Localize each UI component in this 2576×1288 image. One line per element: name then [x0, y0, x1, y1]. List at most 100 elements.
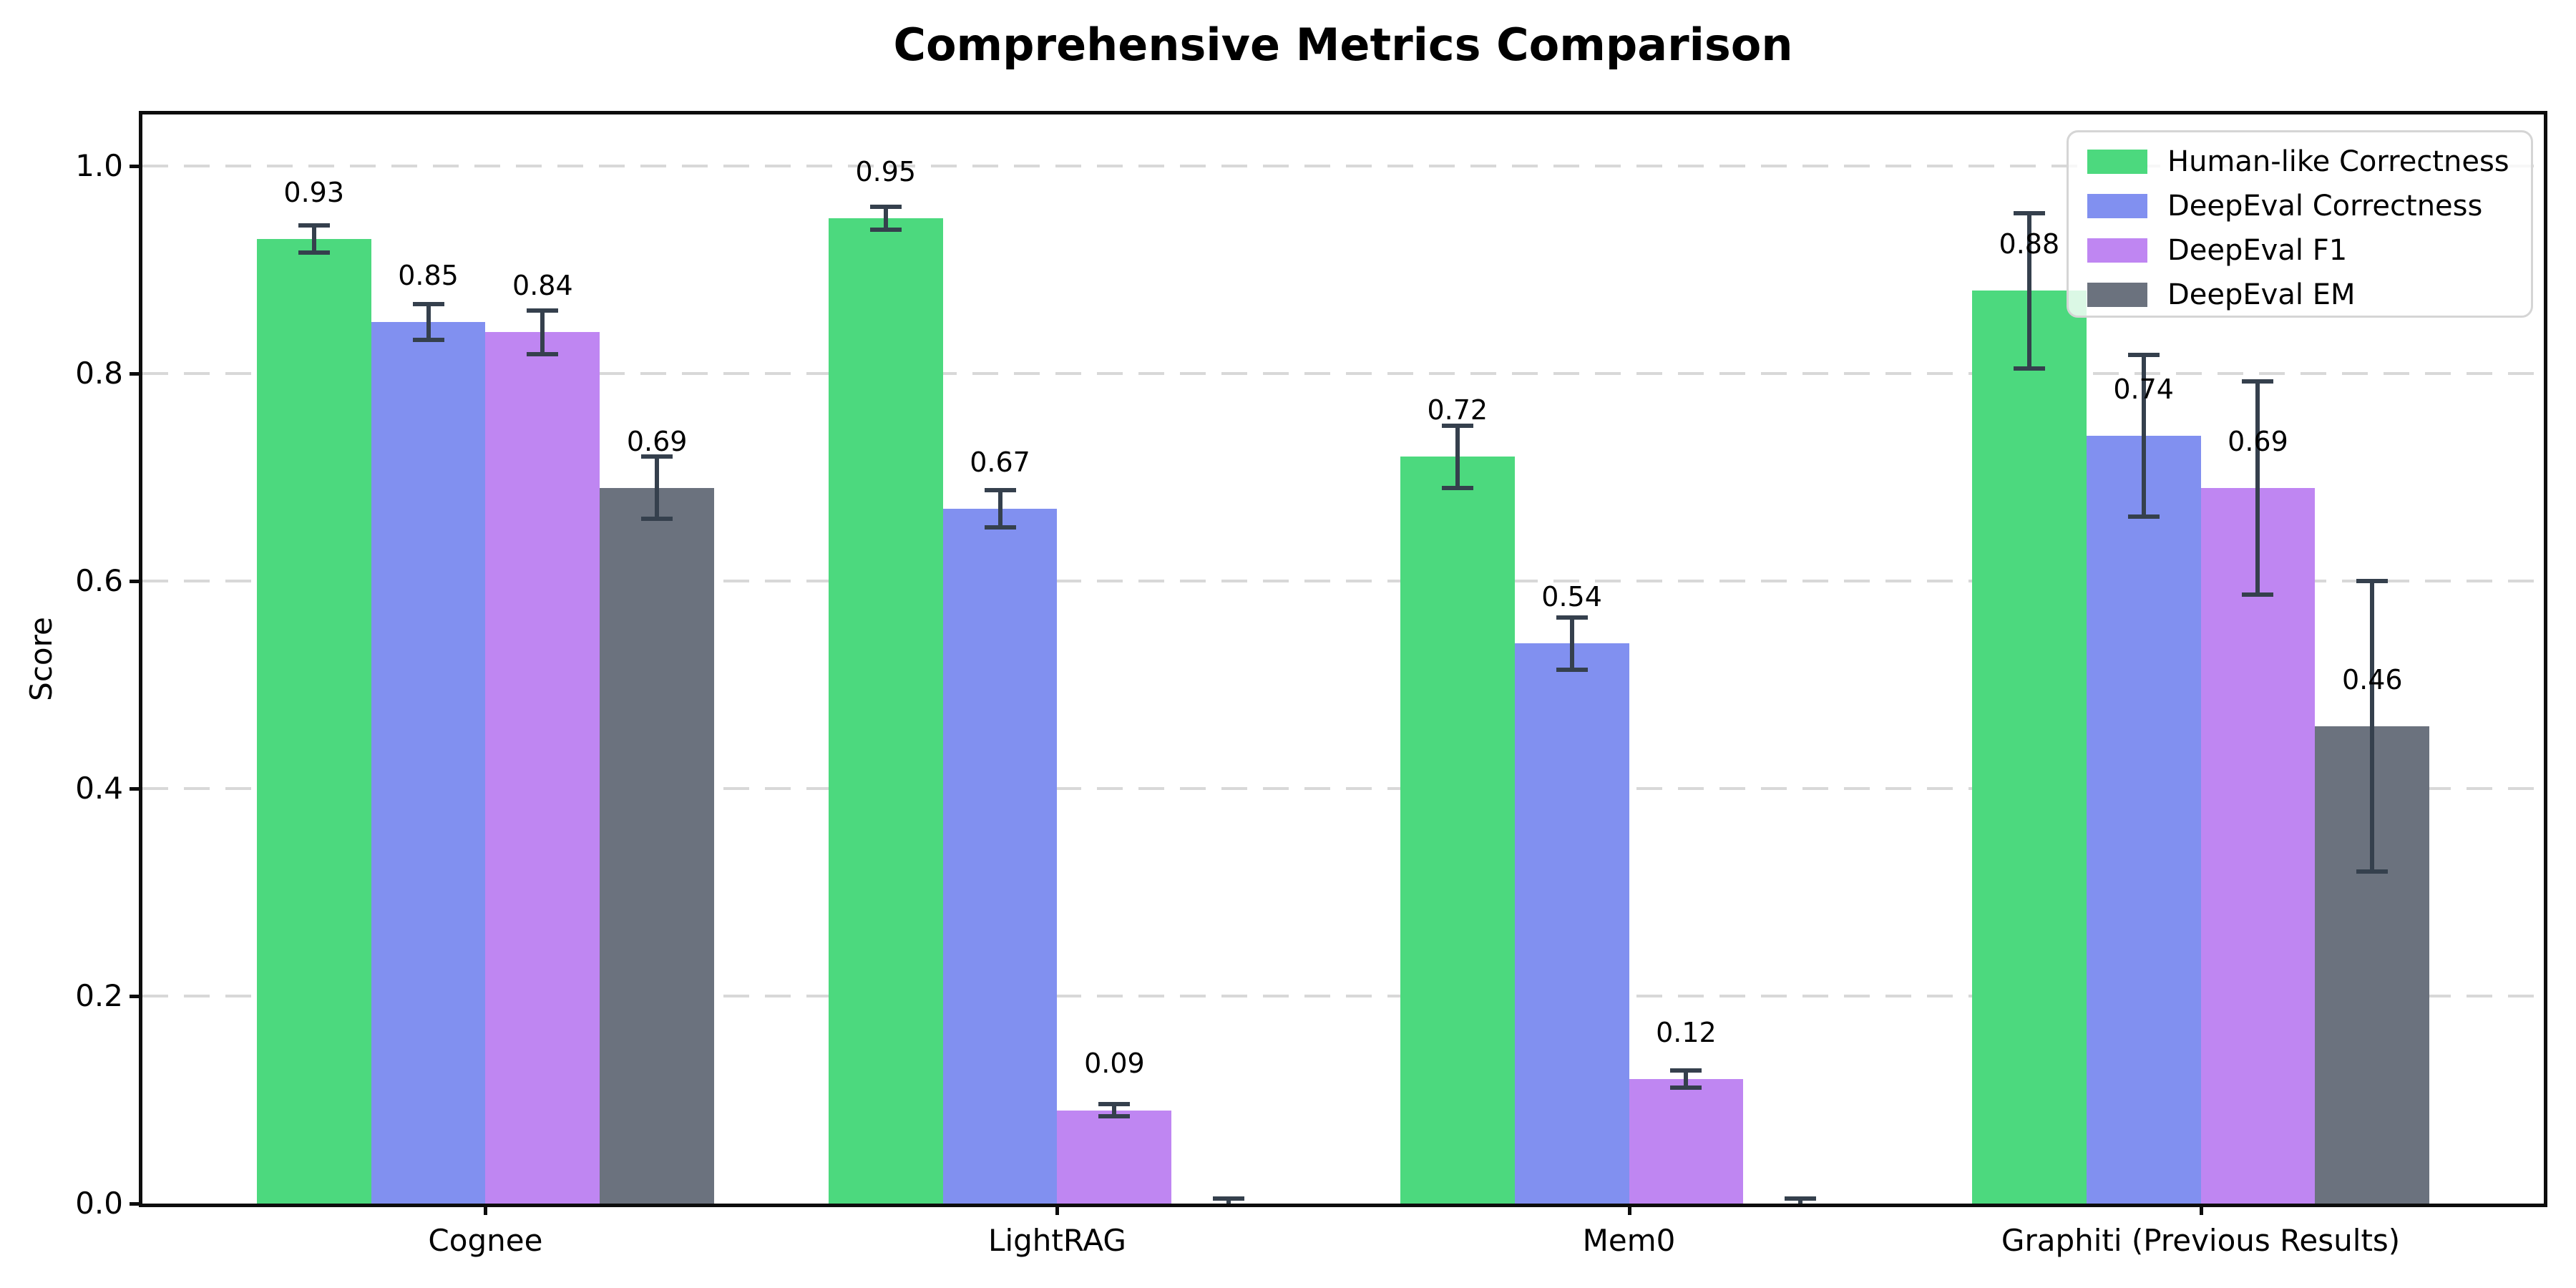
- bar-deepeval-f1: [1057, 1110, 1172, 1204]
- error-bar-cap-top: [1441, 423, 1473, 428]
- error-bar: [1684, 1070, 1689, 1088]
- error-bar-cap-top: [869, 205, 902, 210]
- bar-deepeval-correctness: [942, 508, 1058, 1204]
- bar-value-label: 0.46: [2341, 663, 2403, 696]
- error-bar-cap-top: [1670, 1068, 1702, 1073]
- y-tick-mark: [130, 372, 142, 376]
- legend-item: DeepEval EM: [2069, 273, 2531, 317]
- error-bar-cap-top: [2242, 379, 2274, 384]
- chart-title: Comprehensive Metrics Comparison: [893, 19, 1793, 71]
- y-tick-mark: [130, 787, 142, 791]
- error-bar-cap-top: [1098, 1101, 1131, 1106]
- y-tick-label: 0.8: [75, 356, 123, 391]
- y-tick-label: 0.6: [75, 563, 123, 599]
- error-bar-cap-top: [2127, 353, 2160, 358]
- error-bar-cap-bottom: [2356, 869, 2389, 874]
- error-bar-cap-top: [984, 487, 1016, 492]
- bar-value-label: 0.95: [855, 155, 917, 187]
- error-bar-cap-bottom: [1556, 667, 1588, 672]
- error-bar: [2255, 381, 2260, 595]
- error-bar: [1112, 1103, 1117, 1117]
- error-bar: [2370, 581, 2375, 872]
- legend: Human-like Correctness DeepEval Correctne…: [2067, 130, 2533, 318]
- bar-human-like-correctness: [828, 218, 943, 1204]
- legend-swatch: [2087, 150, 2147, 174]
- gridline: [142, 580, 2544, 583]
- legend-item: DeepEval F1: [2069, 228, 2531, 273]
- error-bar: [1455, 425, 1460, 488]
- bar-value-label: 0.74: [2113, 374, 2174, 406]
- x-tick-mark: [484, 1204, 488, 1215]
- y-tick-mark: [130, 1202, 142, 1206]
- x-tick-label: Graphiti (Previous Results): [2001, 1223, 2401, 1258]
- error-bar-cap-bottom: [2127, 514, 2160, 519]
- y-tick-mark: [130, 580, 142, 584]
- legend-swatch: [2087, 283, 2147, 307]
- error-bar-cap-bottom: [1441, 485, 1473, 490]
- error-bar-cap-bottom: [641, 517, 673, 522]
- y-tick-label: 1.0: [75, 148, 123, 184]
- legend-item: Human-like Correctness: [2069, 140, 2531, 184]
- legend-item: DeepEval Correctness: [2069, 184, 2531, 228]
- error-bar: [540, 310, 545, 354]
- x-tick-label: LightRAG: [988, 1223, 1126, 1258]
- bar-human-like-correctness: [1400, 457, 1515, 1204]
- x-tick-mark: [2199, 1204, 2203, 1215]
- bar-deepeval-correctness: [2086, 436, 2201, 1204]
- bar-value-label: 0.72: [1427, 394, 1488, 426]
- error-bar: [655, 457, 660, 519]
- legend-label: Human-like Correctness: [2167, 145, 2509, 178]
- bar-deepeval-f1: [1629, 1079, 1744, 1204]
- legend-label: DeepEval Correctness: [2167, 190, 2483, 223]
- y-axis-label: Score: [24, 617, 59, 701]
- bar-deepeval-correctness: [371, 321, 486, 1204]
- error-bar: [997, 489, 1002, 527]
- error-bar-cap-bottom: [527, 351, 559, 356]
- y-tick-label: 0.2: [75, 978, 123, 1014]
- error-bar: [426, 304, 431, 340]
- error-bar-cap-top: [1785, 1196, 1817, 1201]
- y-tick-mark: [130, 165, 142, 169]
- plot-area: 0.93 0.95 0.72 0.88 0.85 0.67 0.54 0.74 0.84 0.09…: [139, 111, 2547, 1207]
- error-bar-cap-bottom: [2013, 366, 2045, 371]
- error-bar-cap-bottom: [984, 525, 1016, 530]
- bar-deepeval-f1: [2200, 487, 2316, 1204]
- error-bar: [1798, 1198, 1803, 1204]
- error-bar-cap-top: [412, 302, 444, 307]
- bar-value-label: 0.84: [512, 270, 573, 302]
- bar-value-label: 0.54: [1541, 580, 1602, 613]
- error-bar-cap-bottom: [869, 227, 902, 232]
- legend-swatch: [2087, 238, 2147, 263]
- error-bar-cap-top: [641, 454, 673, 459]
- error-bar-cap-top: [2356, 579, 2389, 584]
- y-tick-mark: [130, 995, 142, 999]
- error-bar: [883, 207, 888, 230]
- bar-value-label: 0.85: [398, 259, 459, 291]
- legend-label: DeepEval EM: [2167, 278, 2356, 311]
- bar-deepeval-f1: [485, 332, 600, 1204]
- error-bar-cap-bottom: [298, 250, 330, 255]
- bar-deepeval-correctness: [1514, 643, 1629, 1204]
- bar-deepeval-em: [600, 487, 715, 1204]
- legend-label: DeepEval F1: [2167, 234, 2348, 267]
- error-bar-cap-top: [527, 308, 559, 313]
- bar-human-like-correctness: [1971, 291, 2087, 1204]
- x-tick-mark: [1627, 1204, 1631, 1215]
- error-bar-cap-bottom: [2242, 592, 2274, 597]
- x-tick-mark: [1055, 1204, 1060, 1215]
- error-bar-cap-bottom: [412, 337, 444, 342]
- error-bar-cap-top: [298, 223, 330, 228]
- gridline: [142, 372, 2544, 376]
- error-bar-cap-top: [1556, 615, 1588, 620]
- gridline: [142, 165, 2544, 168]
- legend-swatch: [2087, 194, 2147, 218]
- y-tick-label: 0.0: [75, 1186, 123, 1221]
- error-bar: [311, 225, 316, 253]
- bar-value-label: 0.93: [283, 176, 344, 208]
- error-bar-cap-bottom: [1098, 1114, 1131, 1119]
- error-bar: [1226, 1198, 1231, 1204]
- bar-value-label: 0.09: [1084, 1048, 1145, 1080]
- bar-value-label: 0.12: [1656, 1016, 1717, 1048]
- bar-value-label: 0.88: [1999, 228, 2060, 260]
